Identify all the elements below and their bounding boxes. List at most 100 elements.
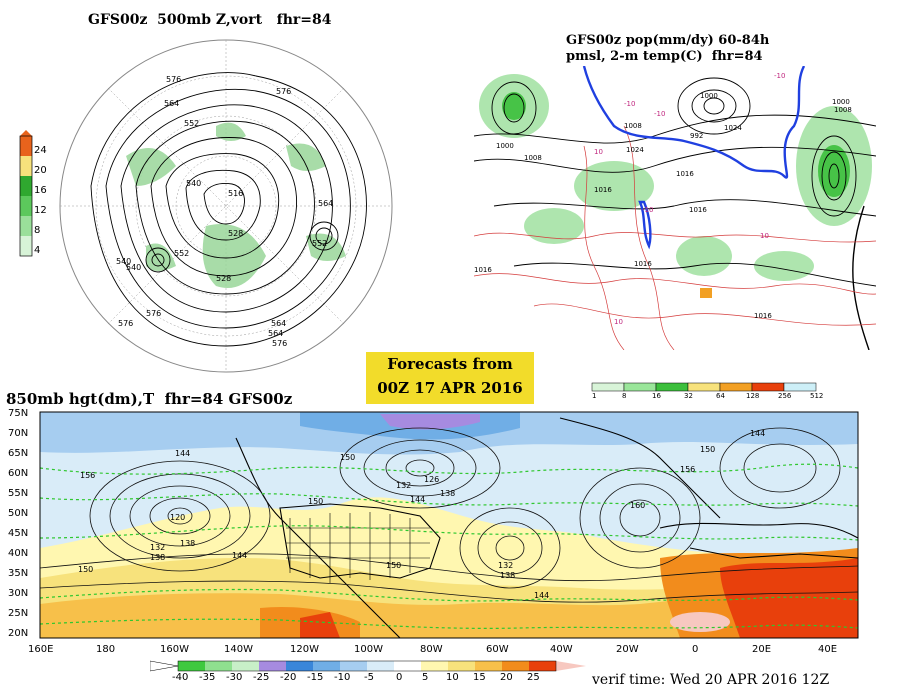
lon-label: 20W [616, 644, 639, 654]
lon-label: 160W [160, 644, 189, 654]
pop-legend-label: 256 [778, 392, 792, 400]
lon-label: 80W [420, 644, 443, 654]
pressure-label: 1000 [496, 142, 514, 150]
pressure-label: 1016 [634, 260, 652, 268]
contour-label: 552 [174, 249, 189, 258]
lon-label: 100W [354, 644, 383, 654]
contour-label: 138 [180, 539, 195, 548]
vort-legend: 24 20 16 12 8 4 [14, 130, 54, 262]
temp-legend: -40 -35 -30 -25 -20 -15 -10 -5 0 5 10 15… [149, 658, 600, 698]
temp-legend-label: 10 [446, 672, 459, 683]
contour-label: 150 [78, 565, 93, 574]
lat-label: 75N [8, 408, 28, 419]
forecast-from-line2: 00Z 17 APR 2016 [377, 379, 523, 397]
vort-legend-bar [19, 130, 33, 257]
lon-label: 0 [692, 644, 698, 654]
title-850mb: 850mb hgt(dm),T fhr=84 GFS00z [6, 390, 293, 408]
vort-legend-label-24: 24 [34, 145, 47, 156]
contour-label: 150 [308, 497, 323, 506]
temp-legend-label: -40 [172, 672, 189, 683]
title-500mb: GFS00z 500mb Z,vort fhr=84 [88, 12, 332, 28]
contour-label: 564 [164, 99, 179, 108]
contour-label: 552 [312, 239, 327, 248]
temp-legend-label: 0 [396, 672, 403, 683]
contour-label: 138 [440, 489, 455, 498]
lat-label: 40N [8, 548, 28, 559]
pressure-label: 1008 [834, 106, 852, 114]
contour-label: 144 [534, 591, 549, 600]
verif-time: verif time: Wed 20 APR 2016 12Z [592, 672, 830, 688]
pressure-label: 1008 [524, 154, 542, 162]
lon-label: 60W [486, 644, 509, 654]
forecast-from-box: Forecasts from 00Z 17 APR 2016 [366, 352, 534, 404]
lat-label: 50N [8, 508, 28, 519]
temp-label: -10 [774, 72, 785, 80]
temp-legend-label: -15 [307, 672, 324, 683]
vort-legend-label-4: 4 [34, 245, 41, 256]
contour-label: 552 [184, 119, 199, 128]
contour-label: 144 [410, 495, 425, 504]
contour-label: 160 [630, 501, 645, 510]
pop-legend-label: 1 [592, 392, 597, 400]
temp-legend-label: -25 [253, 672, 270, 683]
temp-legend-label: -5 [364, 672, 374, 683]
contour-label: 132 [150, 543, 165, 552]
contour-label: 132 [396, 481, 411, 490]
contour-label: 564 [268, 329, 283, 338]
contour-label: 516 [228, 189, 243, 198]
contour-label: 540 [116, 257, 131, 266]
lat-label: 55N [8, 488, 28, 499]
pop-legend-bar [591, 382, 817, 392]
title-pop-line1: GFS00z pop(mm/dy) 60-84h [566, 33, 770, 48]
contour-label: 576 [166, 75, 181, 84]
temp-legend-label: 15 [473, 672, 486, 683]
contour-label: 144 [750, 429, 765, 438]
contour-label: 540 [186, 179, 201, 188]
lat-label: 35N [8, 568, 28, 579]
temp-legend-label: 25 [527, 672, 540, 683]
contour-label: 144 [175, 449, 190, 458]
temp-legend-label: -10 [334, 672, 351, 683]
pressure-label: 1000 [700, 92, 718, 100]
contour-label: 144 [232, 551, 247, 560]
temp-label: 10 [594, 148, 603, 156]
temp-legend-bar [149, 660, 586, 672]
contour-label: 156 [80, 471, 95, 480]
contour-label: 156 [680, 465, 695, 474]
lon-label: 140W [224, 644, 253, 654]
lat-label: 60N [8, 468, 28, 479]
contour-label: 528 [228, 229, 243, 238]
pop-legend-label: 16 [652, 392, 661, 400]
pressure-label: 1008 [624, 122, 642, 130]
contour-label: 564 [318, 199, 333, 208]
lon-label: 120W [290, 644, 319, 654]
vort-legend-label-8: 8 [34, 225, 41, 236]
lat-label: 45N [8, 528, 28, 539]
pressure-label: 1016 [676, 170, 694, 178]
pop-legend-label: 8 [622, 392, 627, 400]
contour-label: 150 [340, 453, 355, 462]
lat-label: 65N [8, 448, 28, 459]
temp-legend-label: 20 [500, 672, 513, 683]
temp-label: -10 [624, 100, 635, 108]
lon-label: 40E [818, 644, 837, 654]
pressure-label: 1016 [754, 312, 772, 320]
pressure-label: 1016 [594, 186, 612, 194]
contour-label: 150 [700, 445, 715, 454]
contour-label: 528 [216, 274, 231, 283]
contour-label: 576 [146, 309, 161, 318]
pop-legend-label: 32 [684, 392, 693, 400]
lon-label: 40W [550, 644, 573, 654]
temp-legend-label: -20 [280, 672, 297, 683]
vort-legend-label-12: 12 [34, 205, 47, 216]
temp-legend-label: -35 [199, 672, 216, 683]
vort-legend-label-16: 16 [34, 185, 47, 196]
vort-legend-label-20: 20 [34, 165, 47, 176]
map-500mb-polar: 576 564 552 540 528 516 576 564 552 540 … [56, 36, 396, 376]
pop-legend-label: 128 [746, 392, 760, 400]
pop-legend-label: 64 [716, 392, 725, 400]
contour-label: 564 [271, 319, 286, 328]
contour-label: 120 [170, 513, 185, 522]
contour-label: 126 [424, 475, 439, 484]
temp-label: 10 [614, 318, 623, 326]
